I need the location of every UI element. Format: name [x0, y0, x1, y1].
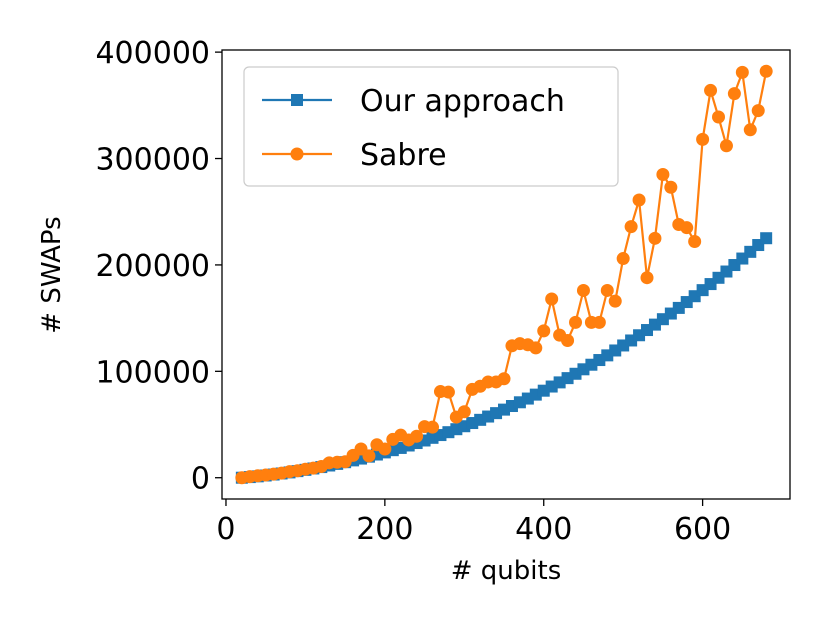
- data-point-sabre: [624, 220, 638, 234]
- data-point-sabre: [600, 283, 614, 297]
- data-point-our-approach: [505, 400, 518, 413]
- data-point-sabre: [410, 429, 424, 443]
- data-point-sabre: [497, 372, 511, 386]
- legend-marker-our-approach: [291, 94, 303, 106]
- data-point-sabre: [537, 324, 551, 338]
- x-tick-label: 200: [356, 512, 413, 547]
- y-tick-label: 100000: [95, 355, 210, 390]
- y-axis-label: # SWAPs: [37, 216, 67, 333]
- data-point-sabre: [664, 180, 678, 194]
- data-point-our-approach: [760, 232, 773, 245]
- data-point-sabre: [545, 292, 559, 306]
- data-point-sabre: [735, 65, 749, 79]
- data-point-sabre: [426, 420, 440, 434]
- data-point-sabre: [592, 315, 606, 329]
- data-point-sabre: [680, 221, 694, 235]
- data-point-sabre: [569, 315, 583, 329]
- y-tick-label: 200000: [95, 249, 210, 284]
- x-tick-label: 600: [674, 512, 731, 547]
- y-tick-label: 400000: [95, 36, 210, 71]
- data-point-sabre: [688, 235, 702, 249]
- data-point-sabre: [632, 193, 646, 207]
- x-tick-label: 0: [216, 512, 235, 547]
- x-axis-label: # qubits: [451, 556, 562, 586]
- data-point-sabre: [719, 139, 733, 153]
- data-point-sabre: [529, 341, 543, 355]
- data-point-sabre: [759, 64, 773, 78]
- data-point-sabre: [457, 405, 471, 419]
- data-point-sabre: [727, 87, 741, 101]
- data-point-sabre: [751, 104, 765, 118]
- data-point-sabre: [378, 442, 392, 456]
- data-point-sabre: [616, 252, 630, 266]
- data-point-sabre: [561, 333, 575, 347]
- y-tick-label: 0: [191, 462, 210, 497]
- data-point-sabre: [608, 294, 622, 308]
- legend-box: [243, 66, 619, 187]
- series-our-approach: [235, 232, 773, 484]
- legend-label-sabre: Sabre: [360, 138, 447, 173]
- data-point-sabre: [712, 110, 726, 124]
- data-point-sabre: [576, 283, 590, 297]
- data-point-sabre: [704, 83, 718, 97]
- legend-marker-sabre: [290, 147, 304, 161]
- series-sabre: [235, 64, 773, 485]
- plot-frame: [221, 49, 791, 500]
- data-point-sabre: [656, 167, 670, 181]
- data-point-sabre: [640, 271, 654, 285]
- series-line-our-approach: [241, 237, 767, 479]
- y-tick-label: 300000: [95, 143, 210, 178]
- y-axis-ticks: 0 100000 200000 300000 400000: [95, 36, 222, 497]
- data-point-sabre: [441, 385, 455, 399]
- plot-area: [235, 64, 773, 485]
- data-point-sabre: [648, 231, 662, 245]
- x-axis-ticks: 0 200 400 600: [216, 499, 731, 547]
- data-point-sabre: [743, 123, 757, 137]
- legend: Our approach Sabre: [243, 66, 619, 187]
- data-point-sabre: [362, 449, 376, 463]
- x-tick-label: 400: [515, 512, 572, 547]
- data-point-sabre: [696, 132, 710, 146]
- legend-label-our-approach: Our approach: [360, 84, 565, 119]
